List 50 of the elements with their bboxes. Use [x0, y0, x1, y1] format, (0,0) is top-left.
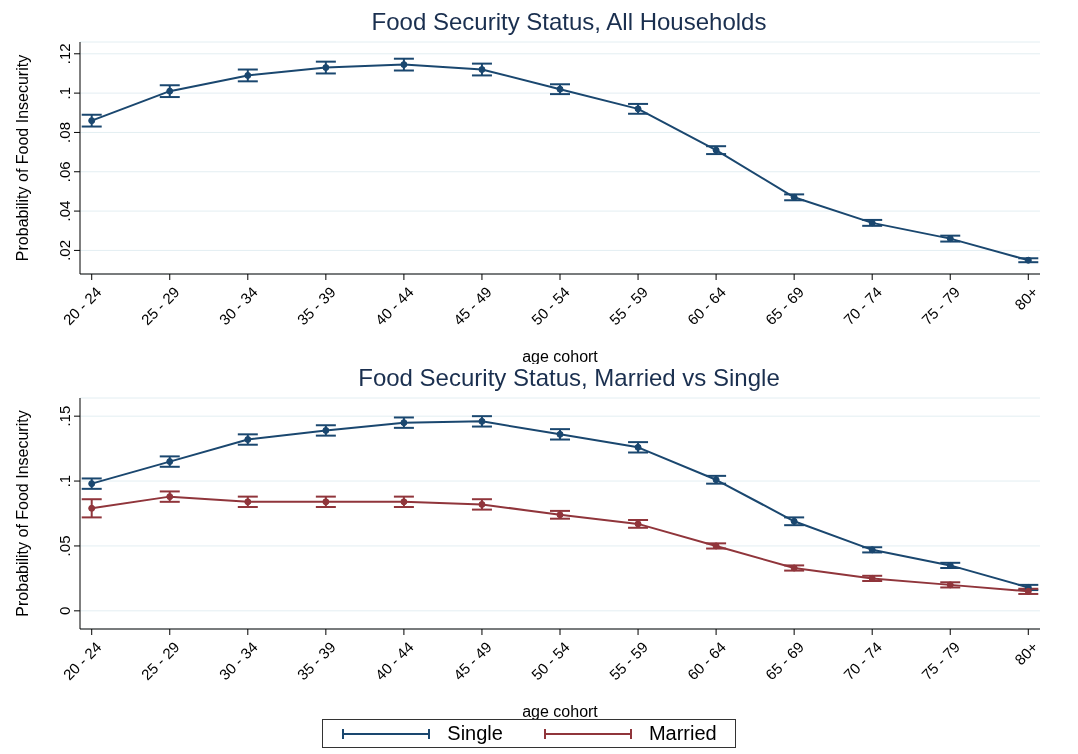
x-tick-label: 60 - 64	[683, 638, 729, 684]
y-tick-label: .1	[56, 86, 73, 100]
point	[166, 87, 174, 95]
x-tick-label: 45 - 49	[449, 638, 495, 684]
x-tick-label: 35 - 39	[293, 638, 339, 684]
x-tick-label: 25 - 29	[137, 283, 183, 329]
x-tick-label: 55 - 59	[605, 638, 651, 684]
x-tick-label: 35 - 39	[293, 283, 339, 329]
point	[244, 71, 252, 79]
x-tick-label: 45 - 49	[449, 283, 495, 329]
chart-title: Food Security Status, All Households	[370, 8, 768, 37]
x-tick-label: 70 - 74	[840, 638, 886, 684]
y-tick-label: .15	[56, 405, 73, 427]
x-axis-title: age cohort	[522, 703, 599, 720]
x-tick-label: 40 - 44	[371, 638, 417, 684]
legend-label: Married	[648, 722, 717, 745]
y-axis-title: Probability of Food Insecurity	[13, 54, 31, 262]
y-tick-label: .06	[56, 161, 73, 183]
y-tick-label: .05	[56, 535, 73, 557]
y-tick-label: .12	[56, 43, 73, 65]
x-tick-label: 75 - 79	[918, 638, 964, 684]
point	[478, 66, 486, 74]
x-tick-label: 50 - 54	[527, 283, 573, 329]
x-tick-label: 40 - 44	[371, 283, 417, 329]
y-tick-label: .1	[56, 474, 73, 488]
x-tick-label: 80+	[1011, 283, 1042, 314]
x-tick-label: 70 - 74	[840, 283, 886, 329]
y-tick-label: .02	[56, 239, 73, 261]
x-tick-label: 55 - 59	[605, 283, 651, 329]
y-tick-label: 0	[56, 606, 73, 615]
point	[88, 504, 96, 512]
y-axis-title: Probability of Food Insecurity	[13, 410, 31, 617]
y-tick-label: .08	[56, 122, 73, 143]
x-tick-label: 75 - 79	[918, 283, 964, 329]
x-tick-label: 50 - 54	[527, 638, 573, 684]
x-tick-label: 25 - 29	[137, 638, 183, 684]
legend-label: Single	[447, 722, 503, 745]
point	[322, 64, 330, 72]
x-tick-label: 65 - 69	[761, 638, 808, 684]
chart-title: Food Security Status, Married vs Single	[357, 364, 781, 393]
x-tick-label: 30 - 34	[215, 283, 261, 329]
x-tick-label: 20 - 24	[59, 638, 105, 684]
point	[88, 117, 96, 125]
x-tick-label: 30 - 34	[215, 638, 261, 684]
x-tick-label: 65 - 69	[761, 283, 808, 329]
point	[400, 61, 408, 69]
x-tick-label: 60 - 64	[683, 283, 729, 329]
y-tick-label: .04	[56, 200, 73, 222]
x-tick-label: 20 - 24	[59, 283, 105, 329]
x-tick-label: 80+	[1011, 638, 1042, 669]
